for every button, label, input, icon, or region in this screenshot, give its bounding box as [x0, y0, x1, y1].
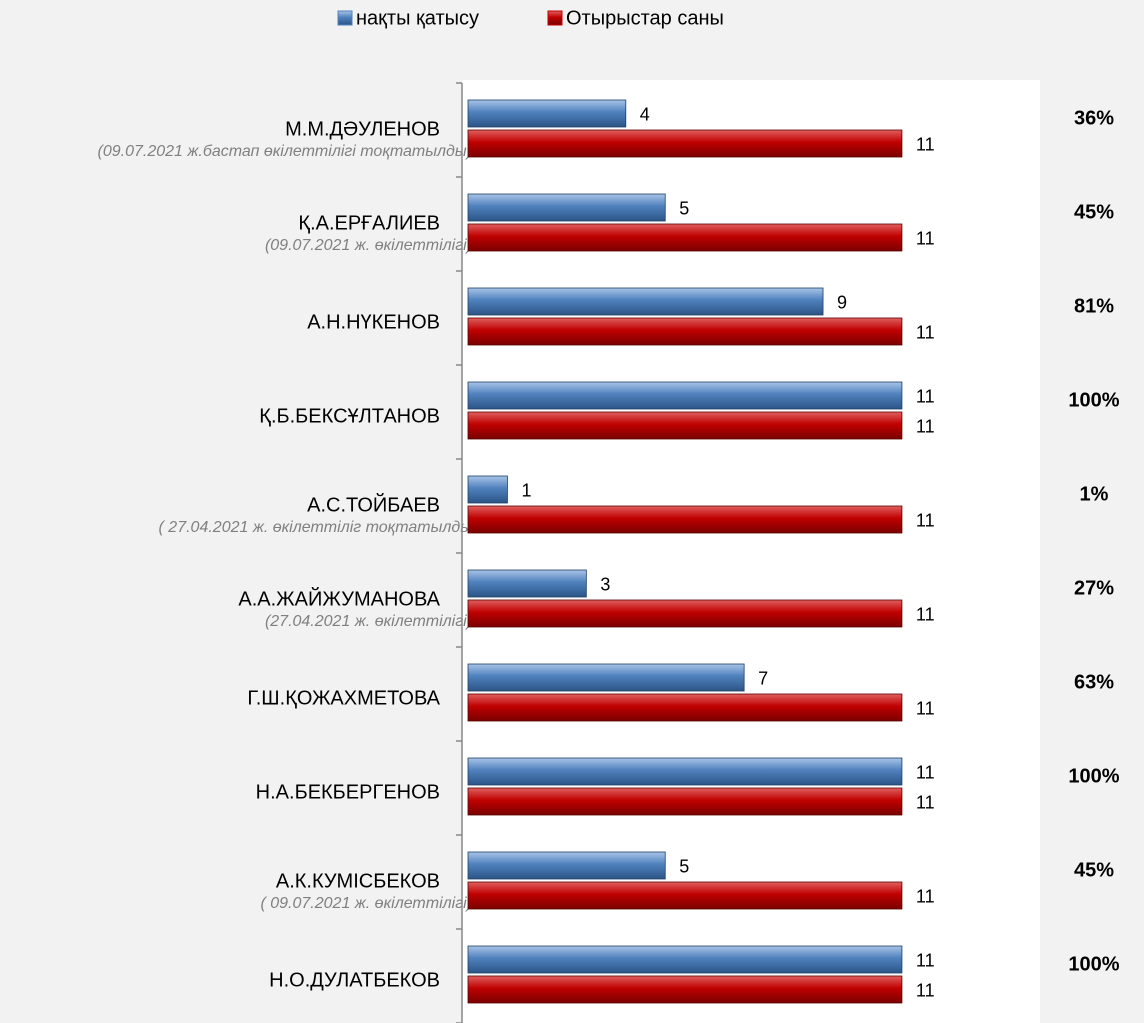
bar — [467, 693, 903, 722]
category-note: (09.07.2021 ж.бастап өкілеттілігі тоқтат… — [98, 143, 472, 160]
category-note: (09.07.2021 ж. өкілеттілігі) — [265, 237, 472, 254]
percent-label: 45% — [1074, 859, 1114, 881]
bar — [467, 569, 587, 598]
percent-label: 45% — [1074, 201, 1114, 223]
percent-label: 63% — [1074, 671, 1114, 693]
value-label: 11 — [916, 604, 935, 624]
bar — [467, 787, 903, 816]
bar — [467, 599, 903, 628]
category-label: Г.Ш.ҚОЖАХМЕТОВА — [247, 687, 440, 709]
value-label: 11 — [916, 386, 935, 406]
category-note: ( 09.07.2021 ж. өкілеттілігі) — [260, 895, 472, 912]
value-label: 11 — [916, 698, 935, 718]
value-label: 11 — [916, 950, 935, 970]
category-label: А.К.КУМІСБЕКОВ — [276, 870, 440, 892]
value-label: 4 — [640, 104, 650, 124]
bar — [467, 663, 745, 692]
bar — [467, 881, 903, 910]
value-label: 1 — [521, 480, 531, 500]
value-label: 11 — [916, 134, 935, 154]
category-note: ( 27.04.2021 ж. өкілеттіліг тоқтатылды — [159, 519, 473, 536]
bar — [467, 223, 903, 252]
category-label: М.М.ДӘУЛЕНОВ — [285, 118, 440, 140]
bar — [467, 381, 903, 410]
value-label: 11 — [916, 762, 935, 782]
value-label: 11 — [916, 228, 935, 248]
bar — [467, 975, 903, 1004]
category-label: Қ.Б.БЕКСҰЛТАНОВ — [259, 405, 440, 427]
bar — [467, 317, 903, 346]
bar — [467, 287, 824, 316]
percent-label: 36% — [1074, 107, 1114, 129]
category-label: А.С.ТОЙБАЕВ — [307, 492, 440, 516]
value-label: 11 — [916, 980, 935, 1000]
legend-label: Отырыстар саны — [566, 7, 724, 29]
value-label: 11 — [916, 416, 935, 436]
value-label: 9 — [837, 292, 847, 312]
percent-label: 100% — [1068, 953, 1119, 975]
bar — [467, 475, 508, 504]
value-label: 11 — [916, 510, 935, 530]
value-label: 5 — [679, 198, 689, 218]
bar — [467, 193, 666, 222]
percent-label: 100% — [1068, 765, 1119, 787]
legend-label: нақты қатысу — [356, 7, 479, 29]
percent-label: 81% — [1074, 295, 1114, 317]
bar — [467, 129, 903, 158]
bar — [467, 99, 627, 128]
percent-label: 1% — [1080, 483, 1109, 505]
value-label: 11 — [916, 886, 935, 906]
bar — [467, 411, 903, 440]
category-label: Н.А.БЕКБЕРГЕНОВ — [256, 781, 440, 803]
category-label: Қ.А.ЕРҒАЛИЕВ — [298, 212, 440, 234]
percent-label: 100% — [1068, 389, 1119, 411]
value-label: 11 — [916, 322, 935, 342]
legend-swatch — [337, 10, 353, 26]
plot-area — [462, 80, 1040, 1023]
bar — [467, 851, 666, 880]
value-label: 7 — [758, 668, 768, 688]
category-label: А.Н.НҮКЕНОВ — [307, 311, 440, 333]
category-label: Н.О.ДУЛАТБЕКОВ — [269, 969, 440, 991]
bar — [467, 757, 903, 786]
legend-swatch — [547, 10, 563, 26]
category-note: (27.04.2021 ж. өкілеттілігі) — [265, 613, 472, 630]
bar — [467, 945, 903, 974]
percent-label: 27% — [1074, 577, 1114, 599]
value-label: 5 — [679, 856, 689, 876]
value-label: 3 — [600, 574, 610, 594]
bar — [467, 505, 903, 534]
category-label: А.А.ЖАЙЖУМАНОВА — [238, 586, 440, 610]
value-label: 11 — [916, 792, 935, 812]
